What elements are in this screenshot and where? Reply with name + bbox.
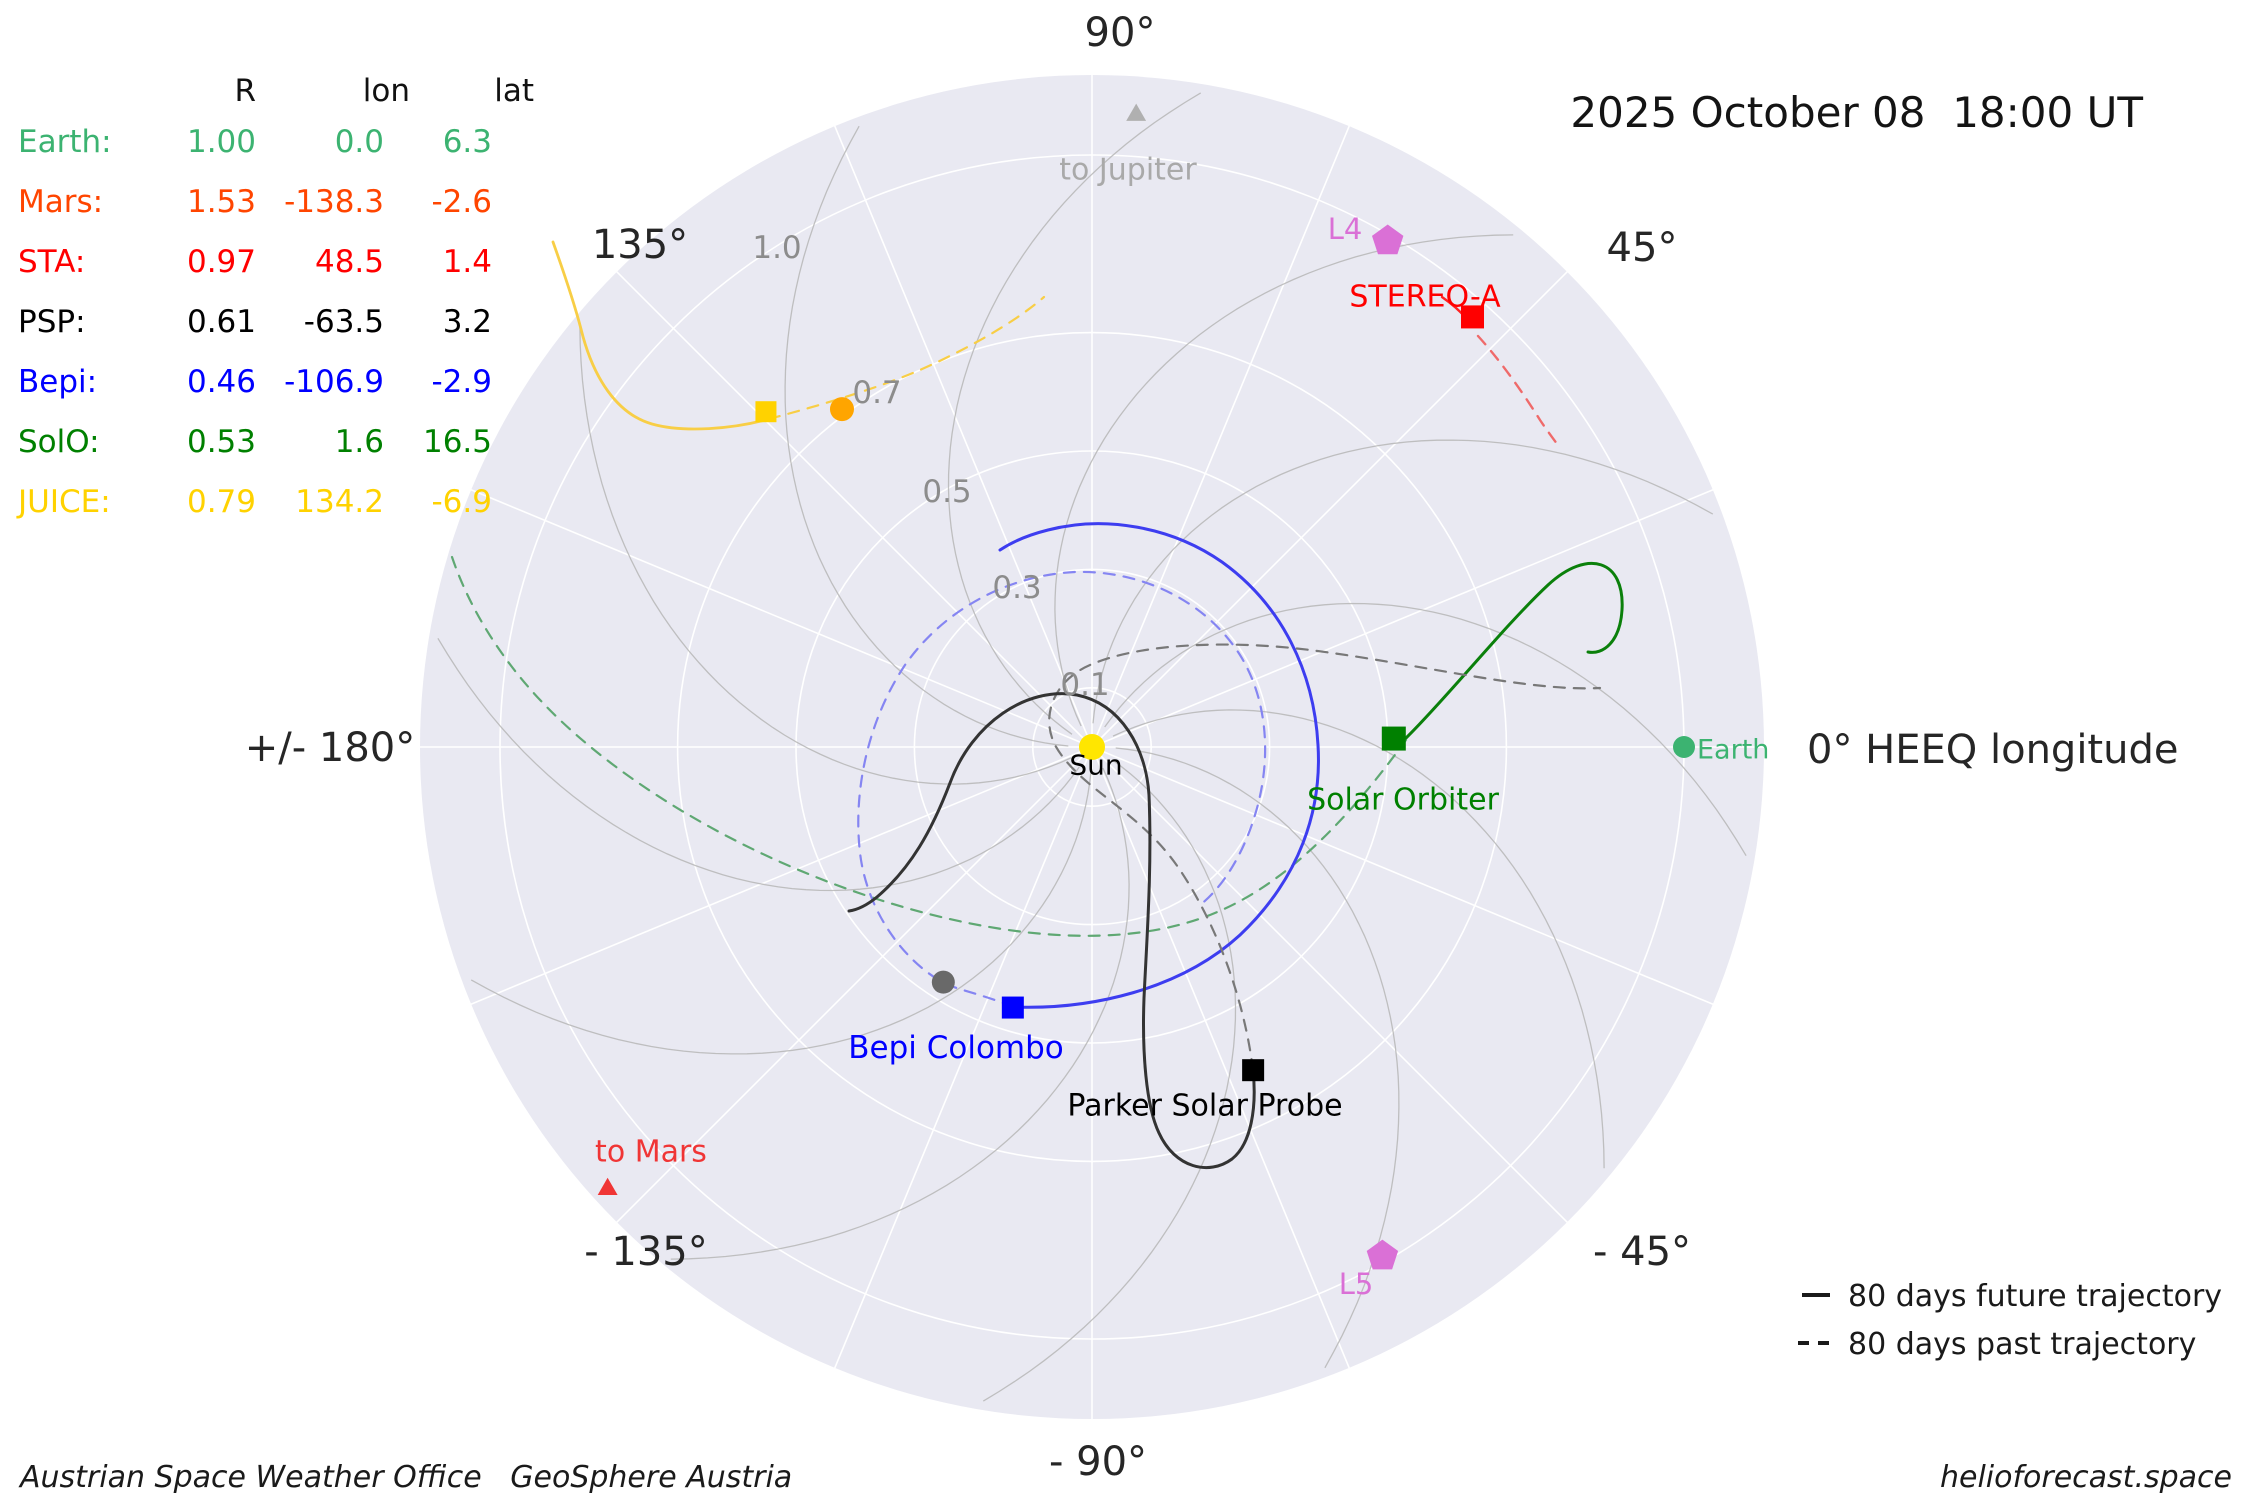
trajectories-layer (450, 240, 1624, 1170)
datetime-label: 2025 October 08 18:00 UT (1570, 88, 2143, 137)
psp-future-trajectory (847, 692, 1256, 1170)
l5-marker (1366, 1239, 1399, 1270)
table-row: SolO: 0.53 1.6 16.5 (18, 424, 492, 460)
to-mars-marker (597, 1177, 618, 1195)
credit-left: Austrian Space Weather Office GeoSphere … (20, 1460, 793, 1495)
parker-spiral-lines (437, 92, 1747, 1402)
table-row: STA: 0.97 48.5 1.4 (18, 244, 492, 280)
legend-dashed-line-sample (1798, 1341, 1836, 1345)
bepi-past-trajectory (857, 570, 1267, 1009)
table-row: JUICE: 0.79 134.2 -6.9 (18, 484, 492, 520)
angle-label-90: 90° (1084, 10, 1156, 56)
table-row: Mars: 1.53 -138.3 -2.6 (18, 184, 492, 220)
table-row: PSP: 0.61 -63.5 3.2 (18, 304, 492, 340)
credit-right: helioforecast.space (1939, 1460, 2232, 1495)
stereo-a-past-trajectory (1476, 334, 1562, 450)
juice-future-trajectory (551, 240, 771, 431)
angle-label-m135: - 135° (584, 1229, 708, 1275)
col-header-lon: lon (362, 73, 410, 109)
to-jupiter-label: to Jupiter (1059, 152, 1197, 188)
juice-past-trajectory (767, 295, 1046, 421)
sun-label: Sun (1069, 748, 1123, 782)
radial-tick-0p7: 0.7 (852, 375, 902, 411)
solar-orbiter-label: Solar Orbiter (1307, 782, 1499, 818)
l5-label: L5 (1338, 1267, 1374, 1301)
angle-label-45: 45° (1606, 225, 1678, 271)
parker-solar-probe-label: Parker Solar Probe (1067, 1088, 1343, 1124)
legend-future-label: 80 days future trajectory (1848, 1279, 2223, 1314)
solo-marker (1381, 726, 1406, 751)
solar-orbiter-past-trajectory (450, 555, 1408, 937)
earth-label: Earth (1697, 734, 1770, 766)
earth-marker (1673, 736, 1695, 758)
bepi-future-trajectory (998, 522, 1320, 1009)
radial-tick-0p1: 0.1 (1060, 667, 1110, 703)
bepi-marker (1001, 996, 1024, 1019)
sun-marker (1079, 734, 1105, 760)
psp-marker (1242, 1059, 1265, 1082)
to-jupiter-marker (1126, 103, 1147, 121)
juice-marker (755, 401, 777, 423)
solar-orbiter-future-trajectory (1404, 561, 1624, 740)
to-mars-label: to Mars (595, 1134, 707, 1170)
polar-grid (419, 74, 1765, 1420)
l4-label: L4 (1327, 212, 1363, 246)
col-header-R: R (234, 73, 256, 109)
stereo-a-marker (1461, 305, 1485, 329)
angle-label-135: 135° (591, 222, 689, 268)
bepi-colombo-label: Bepi Colombo (848, 1030, 1064, 1066)
col-header-lat: lat (494, 73, 534, 109)
angle-label-m90: - 90° (1048, 1439, 1148, 1485)
body-markers-layer (597, 103, 1695, 1270)
table-row: Bepi: 0.46 -106.9 -2.9 (18, 364, 492, 400)
psp-past-trajectory (1048, 643, 1602, 1072)
stereo-a-label: STEREO-A (1349, 279, 1501, 315)
venus-marker (829, 397, 854, 422)
legend-solid-line-sample (1802, 1293, 1830, 1297)
angle-label-m45: - 45° (1592, 1229, 1692, 1275)
radial-tick-1p0: 1.0 (752, 230, 802, 266)
radial-tick-0p5: 0.5 (922, 474, 972, 510)
l4-marker (1372, 224, 1404, 255)
table-row: Earth: 1.00 0.0 6.3 (18, 124, 492, 160)
legend-past-label: 80 days past trajectory (1848, 1327, 2197, 1362)
radial-tick-0p3: 0.3 (992, 570, 1042, 606)
angle-label-180: +/- 180° (244, 725, 416, 771)
mercury-marker (931, 970, 955, 994)
angle-label-0-heeq: 0° HEEQ longitude (1807, 727, 2179, 773)
